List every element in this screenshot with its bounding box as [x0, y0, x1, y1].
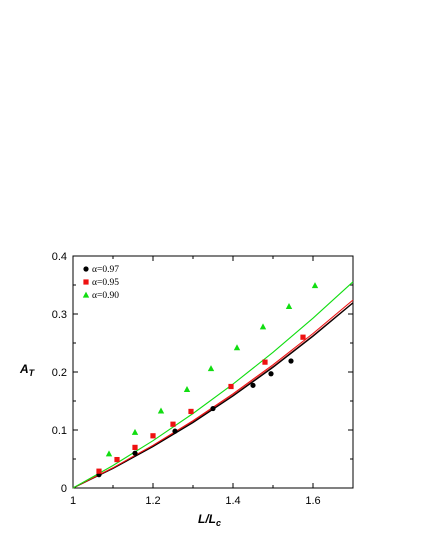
legend-label-2: α=0.95 [92, 278, 119, 288]
y-axis-label: AT [19, 362, 36, 378]
data-point-series-2 [96, 468, 102, 474]
data-point-series-3 [207, 365, 215, 372]
data-point-series-3 [157, 407, 165, 414]
x-tick-label: 1.2 [145, 495, 160, 507]
data-point-series-1 [132, 450, 138, 456]
data-point-series-3 [183, 386, 191, 392]
y-tick-label: 0.4 [52, 251, 67, 263]
data-point-series-1 [210, 405, 216, 412]
data-points [96, 282, 319, 478]
data-point-series-2 [228, 383, 234, 390]
data-point-series-1 [250, 382, 256, 388]
y-tick-label: 0 [61, 483, 67, 495]
legend-label-3: α=0.90 [92, 291, 119, 301]
x-axis-label: L/Lc [198, 512, 221, 528]
data-point-series-3 [259, 323, 267, 330]
legend-marker-3 [82, 291, 90, 298]
legend: α=0.97 α=0.95 α=0.90 [82, 265, 119, 301]
data-point-series-2 [114, 456, 120, 463]
legend-marker-1 [83, 266, 89, 272]
ticks: 1 1.2 1.4 1.6 0 0.1 0.2 0.3 0.4 [52, 251, 353, 507]
data-point-series-1 [172, 428, 178, 434]
data-point-series-3 [131, 428, 139, 435]
y-tick-label: 0.1 [52, 425, 67, 437]
x-tick-label: 1.4 [225, 495, 240, 507]
data-point-series-2 [262, 359, 268, 365]
data-point-series-3 [233, 344, 241, 351]
y-tick-label: 0.3 [52, 309, 67, 321]
fit-curve-series-3 [72, 281, 354, 489]
y-tick-label: 0.2 [52, 367, 67, 379]
data-point-series-1 [268, 371, 274, 377]
data-point-series-2 [132, 444, 138, 450]
data-point-series-1 [288, 358, 294, 364]
legend-label-1: α=0.97 [92, 265, 119, 275]
data-point-series-2 [300, 334, 306, 340]
x-tick-label: 1.6 [305, 495, 320, 507]
data-point-series-2 [170, 421, 176, 427]
data-point-series-3 [285, 303, 293, 310]
data-point-series-3 [105, 450, 113, 457]
data-point-series-2 [188, 408, 194, 415]
data-point-series-3 [311, 282, 319, 289]
legend-marker-2 [83, 279, 89, 285]
data-point-series-2 [150, 433, 156, 439]
x-tick-label: 1 [70, 495, 76, 507]
